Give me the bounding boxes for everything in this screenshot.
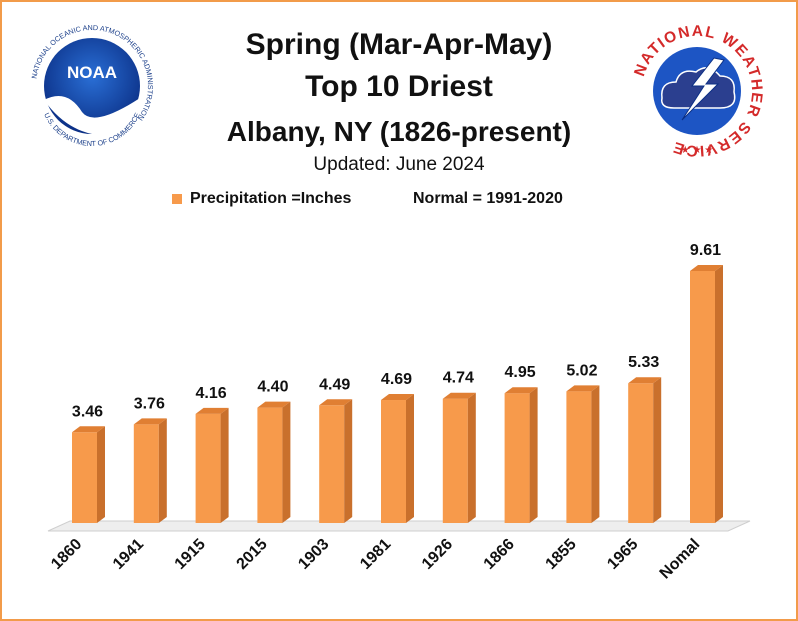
bar-top: [381, 394, 414, 401]
chart-title-line-1: Spring (Mar-Apr-May): [245, 28, 553, 61]
bar-top: [319, 399, 353, 406]
bar-side: [591, 385, 600, 523]
bar-side: [467, 392, 476, 523]
bar-front: [504, 393, 530, 523]
bar-side: [406, 394, 414, 523]
data-label-1903: 4.49: [319, 376, 350, 393]
tick-label-1866: 1866: [481, 536, 518, 573]
bars-layer: [72, 265, 723, 523]
data-label-2015: 4.40: [257, 379, 288, 396]
legend-label: Precipitation =Inches: [190, 190, 352, 207]
bar-side: [344, 399, 353, 523]
bar-top: [72, 426, 105, 433]
bar-front: [319, 405, 345, 523]
tick-label-Nomal: Nomal: [657, 536, 704, 583]
tick-label-2015: 2015: [234, 536, 271, 573]
legend: Precipitation =Inches: [172, 190, 351, 208]
bar-side: [158, 418, 167, 523]
tick-label-1915: 1915: [172, 536, 209, 573]
tick-label-1941: 1941: [110, 536, 147, 573]
data-label-1855: 5.02: [566, 362, 597, 379]
data-label-1926: 4.74: [443, 370, 474, 387]
bar-top: [504, 387, 538, 394]
bar-1903: [319, 399, 353, 523]
bar-side: [97, 426, 105, 523]
bar-1926: [442, 392, 476, 523]
data-label-1915: 4.16: [196, 385, 227, 402]
updated-date: Updated: June 2024: [313, 154, 485, 175]
bar-side: [529, 387, 538, 523]
bar-top: [257, 401, 291, 408]
bar-front: [195, 413, 221, 523]
bar-front: [381, 400, 406, 523]
bar-top: [442, 392, 476, 399]
bar-side: [653, 377, 662, 523]
noaa-logo: NOAA NATIONAL OCEANIC AND ATMOSPHERIC AD…: [22, 16, 162, 161]
bar-top: [690, 265, 723, 271]
bar-front: [566, 391, 592, 523]
bar-1866: [504, 387, 538, 523]
bar-side: [715, 265, 723, 523]
bar-side: [220, 407, 229, 523]
bar-top: [195, 407, 229, 414]
data-label-1981: 4.69: [381, 371, 412, 388]
bar-1965: [628, 377, 662, 523]
tick-label-1926: 1926: [419, 536, 456, 573]
tick-label-1855: 1855: [543, 536, 580, 573]
normal-period-note: Normal = 1991-2020: [413, 190, 563, 207]
data-label-Nomal: 9.61: [690, 242, 721, 259]
bar-top: [566, 385, 600, 392]
data-label-1860: 3.46: [72, 403, 103, 420]
chart-title-line-2: Top 10 Driest: [305, 70, 493, 103]
bar-front: [442, 398, 468, 523]
bar-front: [133, 424, 159, 523]
bar-top: [133, 418, 167, 425]
data-label-1941: 3.76: [134, 395, 165, 412]
chart-title-line-3: Albany, NY (1826-present): [226, 116, 572, 147]
bar-front: [628, 383, 654, 523]
tick-label-1860: 1860: [48, 536, 85, 573]
bar-1941: [133, 418, 167, 523]
bar-1855: [566, 385, 600, 523]
noaa-logo-text: NOAA: [67, 63, 117, 82]
bar-Nomal: [690, 265, 723, 523]
bar-front: [690, 271, 715, 523]
nws-logo: NATIONAL WEATHER SERVICE ★ ★ ★: [622, 16, 772, 171]
tick-label-1903: 1903: [295, 536, 332, 573]
bar-1860: [72, 426, 105, 523]
bar-front: [257, 407, 283, 523]
svg-text:★ ★ ★: ★ ★ ★: [681, 145, 713, 156]
chart-floor: [47, 520, 751, 532]
bar-side: [282, 401, 291, 523]
bar-top: [628, 377, 662, 384]
chart-floor-layer: [47, 520, 751, 532]
bar-front: [72, 432, 97, 523]
bar-2015: [257, 401, 291, 523]
data-label-1965: 5.33: [628, 354, 659, 371]
bar-1981: [381, 394, 414, 523]
data-label-1866: 4.95: [505, 364, 536, 381]
bar-1915: [195, 407, 229, 523]
tick-label-1965: 1965: [604, 536, 641, 573]
tick-label-1981: 1981: [357, 536, 394, 573]
legend-swatch: [172, 194, 182, 204]
